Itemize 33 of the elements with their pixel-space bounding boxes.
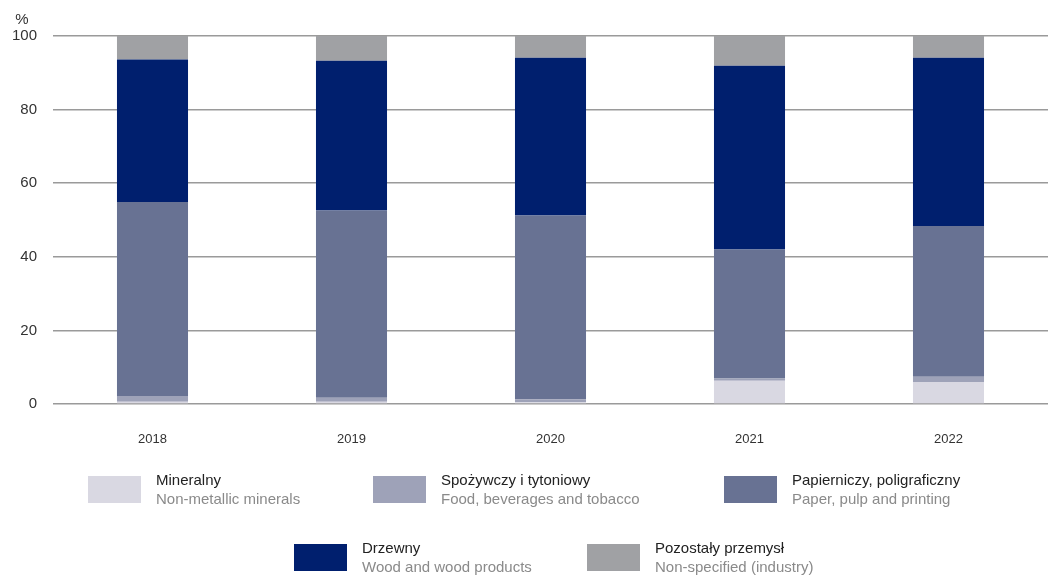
- bar: [713, 380, 786, 404]
- bar: [116, 201, 189, 396]
- y-tick-label: 80: [20, 99, 37, 117]
- bar: [315, 60, 388, 211]
- bar: [912, 225, 985, 377]
- bar: [912, 381, 985, 404]
- bar: [315, 397, 388, 402]
- bar: [713, 249, 786, 379]
- y-tick-label: 100: [11, 26, 37, 44]
- legend-label: Papierniczy, poligraficzny Paper, pulp and printing: [792, 470, 961, 508]
- bar: [713, 378, 786, 381]
- x-tick-label: 2022: [934, 431, 963, 447]
- bar: [514, 215, 587, 400]
- x-tick-label: 2020: [536, 431, 565, 447]
- legend-label: Drzewny Wood and wood products: [362, 538, 532, 576]
- legend-label: Spożywczy i tytoniowy Food, beverages and tobacco: [441, 470, 640, 508]
- bar: [713, 65, 786, 250]
- bar: [514, 57, 587, 216]
- legend-label: Pozostały przemysł Non-specified (industry): [655, 538, 814, 576]
- y-tick-label: 40: [20, 246, 37, 264]
- x-tick-label: 2019: [337, 431, 366, 447]
- bar: [116, 59, 189, 202]
- x-tick-label: 2021: [735, 431, 764, 447]
- y-tick-label: 60: [20, 173, 37, 191]
- bar: [912, 57, 985, 226]
- y-axis-title: %: [15, 10, 29, 28]
- y-tick-label: 0: [28, 394, 37, 412]
- bar: [912, 376, 985, 382]
- bar: [116, 395, 189, 402]
- y-tick-label: 20: [20, 320, 37, 338]
- bar: [315, 210, 388, 398]
- legend-label: Mineralny Non-metallic minerals: [156, 470, 301, 508]
- x-tick-label: 2018: [138, 431, 167, 447]
